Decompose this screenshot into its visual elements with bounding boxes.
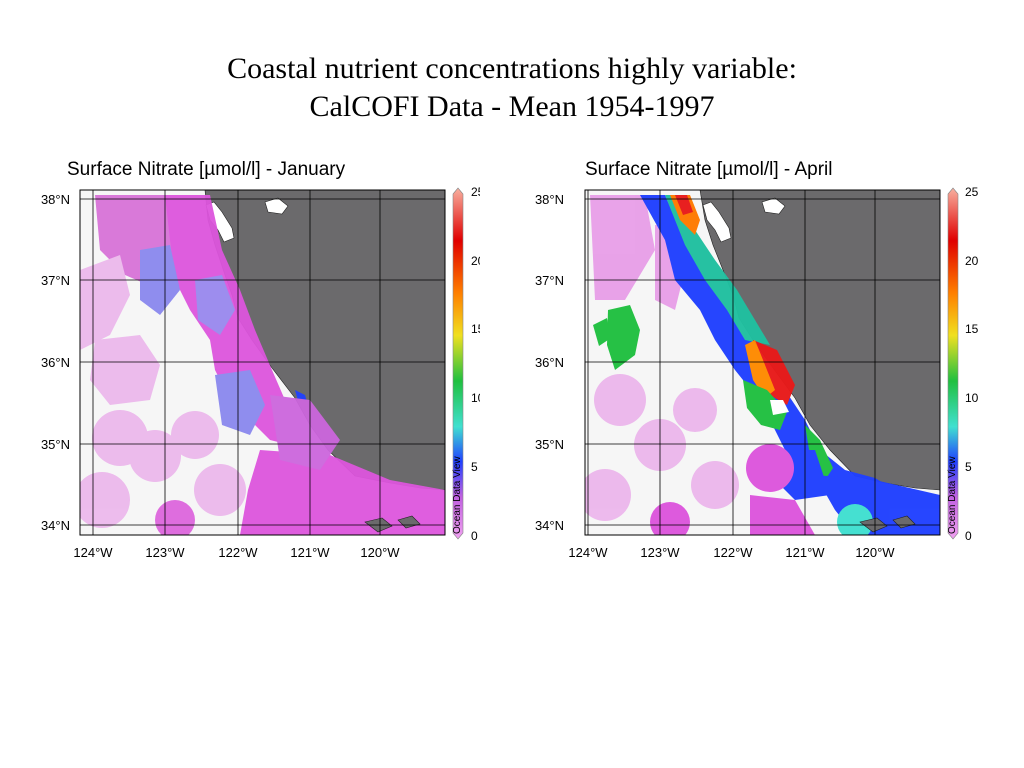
map-january: Surface Nitrate [µmol/l] - January xyxy=(41,159,480,560)
colorbar-tick: 15 xyxy=(471,322,480,336)
lon-axis: 124°W 123°W 122°W 121°W 120°W xyxy=(73,545,400,560)
gridlines xyxy=(80,190,445,535)
lat-label: 34°N xyxy=(535,518,564,533)
gridlines xyxy=(585,190,940,535)
colorbar-tick: 10 xyxy=(471,391,480,405)
lat-label: 38°N xyxy=(41,192,70,207)
lon-label: 124°W xyxy=(568,545,608,560)
map-field xyxy=(585,190,940,535)
lon-label: 120°W xyxy=(855,545,895,560)
map-field xyxy=(80,190,445,535)
land-california xyxy=(699,190,940,491)
colorbar-tick: 20 xyxy=(965,254,979,268)
lon-label: 123°W xyxy=(640,545,680,560)
lon-label: 121°W xyxy=(785,545,825,560)
colorbar-tick: 25 xyxy=(471,185,480,199)
lon-label: 120°W xyxy=(360,545,400,560)
lat-axis: 38°N 37°N 36°N 35°N 34°N xyxy=(41,192,70,533)
lon-label: 122°W xyxy=(218,545,258,560)
nitrate-field xyxy=(80,195,445,535)
colorbar-tick: 5 xyxy=(471,460,478,474)
lat-label: 37°N xyxy=(41,273,70,288)
colorbar-tick: 0 xyxy=(965,529,972,543)
colorbar-ticks: 25 20 15 10 5 0 xyxy=(965,185,979,543)
sf-bay xyxy=(702,201,732,243)
colorbar xyxy=(452,187,464,540)
colorbar-tick: 15 xyxy=(965,322,979,336)
colorbar-tick: 0 xyxy=(471,529,478,543)
colorbar-tick: 20 xyxy=(471,254,480,268)
map-title: Surface Nitrate [µmol/l] - January xyxy=(67,159,346,180)
slide-title-line1: Coastal nutrient concentrations highly v… xyxy=(227,52,797,85)
colorbar-tick: 25 xyxy=(965,185,979,199)
lat-label: 36°N xyxy=(41,355,70,370)
lon-axis: 124°W 123°W 122°W 121°W 120°W xyxy=(568,545,895,560)
lon-label: 124°W xyxy=(73,545,113,560)
lon-label: 123°W xyxy=(145,545,185,560)
lat-label: 36°N xyxy=(535,355,564,370)
lat-axis: 38°N 37°N 36°N 35°N 34°N xyxy=(535,192,564,533)
odv-watermark: Ocean Data View xyxy=(947,456,958,534)
lat-label: 38°N xyxy=(535,192,564,207)
lat-label: 37°N xyxy=(535,273,564,288)
lon-label: 121°W xyxy=(290,545,330,560)
lat-label: 35°N xyxy=(535,437,564,452)
map-panel-april: Surface Nitrate [µmol/l] - April xyxy=(515,150,985,570)
odv-watermark: Ocean Data View xyxy=(452,456,463,534)
map-panel-january: Surface Nitrate [µmol/l] - January xyxy=(10,150,480,570)
map-frame xyxy=(79,189,446,536)
colorbar xyxy=(947,187,959,540)
map-title: Surface Nitrate [µmol/l] - April xyxy=(585,159,832,180)
map-frame xyxy=(584,189,941,536)
lat-label: 34°N xyxy=(41,518,70,533)
map-april: Surface Nitrate [µmol/l] - April xyxy=(535,159,979,560)
colorbar-tick: 10 xyxy=(965,391,979,405)
slide-title-line2: CalCOFI Data - Mean 1954-1997 xyxy=(309,90,715,123)
colorbar-ticks: 25 20 15 10 5 0 xyxy=(471,185,480,543)
lat-label: 35°N xyxy=(41,437,70,452)
lon-label: 122°W xyxy=(713,545,753,560)
colorbar-tick: 5 xyxy=(965,460,972,474)
slide-title: Coastal nutrient concentrations highly v… xyxy=(0,50,1024,126)
